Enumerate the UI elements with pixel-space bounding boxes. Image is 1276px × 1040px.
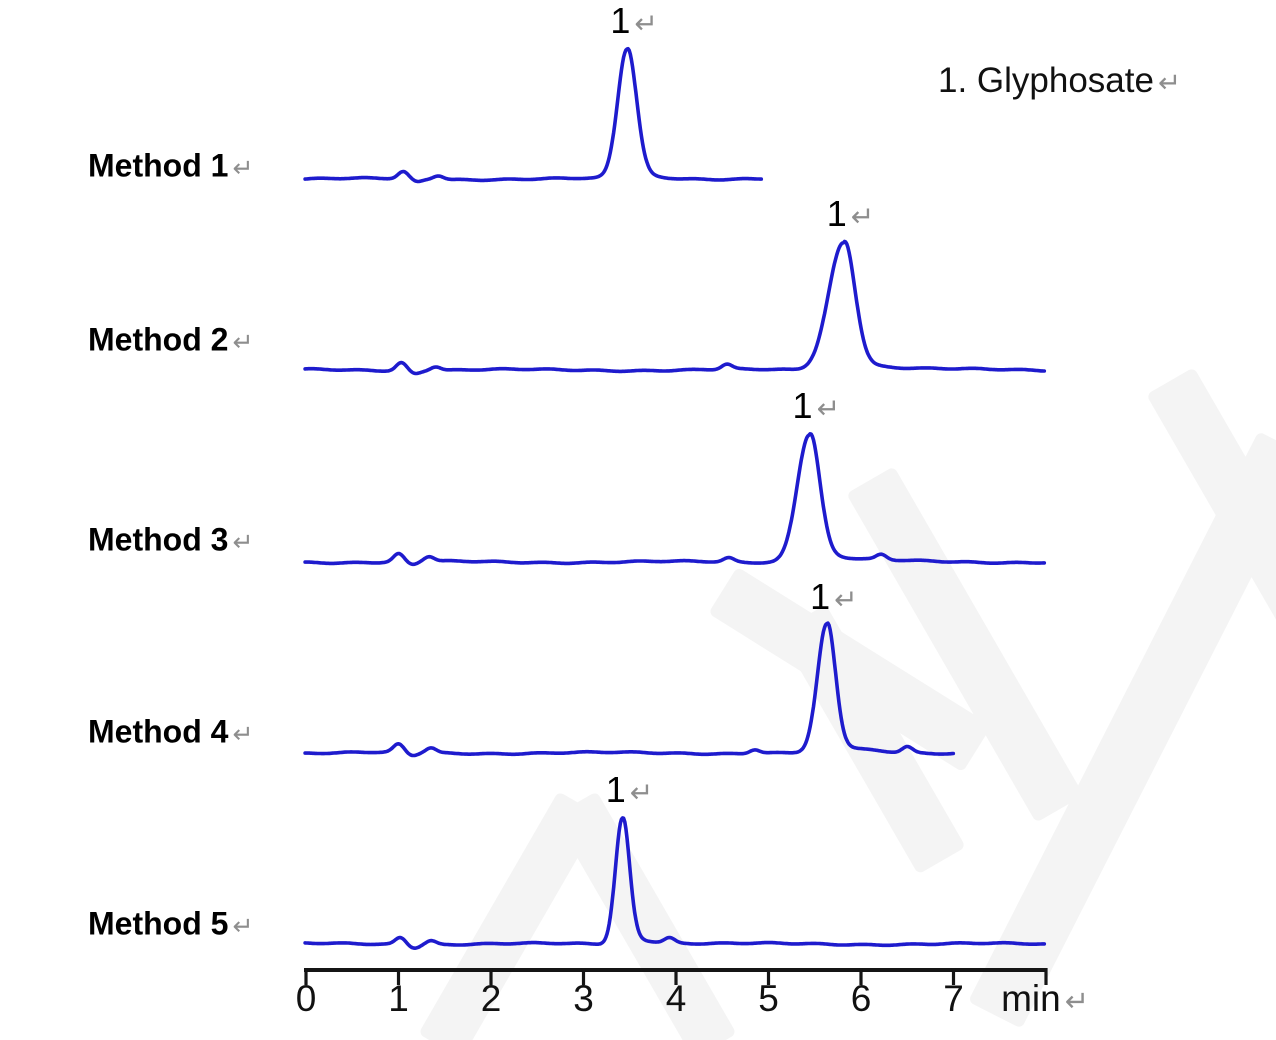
x-axis-tick-label-1: 1	[388, 978, 409, 1019]
return-mark-icon: ↵	[816, 393, 841, 424]
return-mark-icon: ↵	[232, 912, 254, 941]
peak-annotation-method-2: 1 ↵	[827, 196, 875, 232]
x-axis-tick-label-7: 7	[943, 978, 964, 1019]
peak-annotation-method-4: 1 ↵	[810, 579, 858, 615]
peak-number: 1	[610, 0, 631, 41]
return-mark-icon: ↵	[629, 777, 654, 808]
method-2-name: Method 2	[88, 321, 229, 358]
return-mark-icon: ↵	[1064, 986, 1089, 1018]
method-3-name: Method 3	[88, 521, 229, 558]
return-mark-icon: ↵	[232, 720, 254, 749]
x-axis-tick-label-4: 4	[665, 978, 687, 1019]
peak-number: 1	[605, 769, 626, 810]
peak-annotation-method-1: 1 ↵	[610, 3, 658, 39]
method-4-name: Method 4	[88, 713, 229, 750]
peak-number: 1	[826, 193, 847, 234]
x-axis-tick-label-6: 6	[850, 978, 872, 1019]
x-axis-tick-label-5: 5	[758, 978, 779, 1019]
peak-annotation-method-5: 1 ↵	[606, 772, 654, 808]
method-1-label: Method 1 ↵	[88, 148, 253, 183]
trace-method-3	[303, 432, 1047, 567]
x-axis-unit-label: min ↵	[1001, 978, 1089, 1019]
return-mark-icon: ↵	[232, 328, 254, 357]
method-2-label: Method 2 ↵	[88, 322, 253, 357]
x-axis-tick-label-0: 0	[295, 978, 317, 1019]
method-4-label: Method 4 ↵	[88, 714, 253, 749]
return-mark-icon: ↵	[850, 201, 875, 232]
trace-method-2	[303, 239, 1047, 376]
peak-annotation-method-3: 1 ↵	[793, 388, 841, 424]
return-mark-icon: ↵	[1157, 67, 1181, 98]
return-mark-icon: ↵	[634, 8, 658, 39]
method-3-label: Method 3 ↵	[88, 522, 253, 557]
method-5-name: Method 5	[88, 905, 229, 942]
method-5-label: Method 5 ↵	[88, 906, 253, 941]
return-mark-icon: ↵	[232, 528, 254, 557]
trace-method-5	[303, 816, 1047, 950]
trace-method-4	[303, 621, 956, 758]
method-1-name: Method 1	[88, 147, 229, 184]
return-mark-icon: ↵	[232, 154, 254, 183]
x-axis-tick-label-3: 3	[573, 978, 594, 1019]
legend-text: 1. Glyphosate	[938, 61, 1154, 100]
trace-method-1	[303, 46, 764, 184]
return-mark-icon: ↵	[834, 584, 858, 615]
x-axis-tick-label-2: 2	[480, 978, 502, 1019]
unit-text: min	[1001, 978, 1061, 1019]
legend-peak-identification: 1. Glyphosate ↵	[938, 61, 1181, 101]
peak-number: 1	[810, 576, 831, 617]
peak-number: 1	[792, 385, 813, 426]
